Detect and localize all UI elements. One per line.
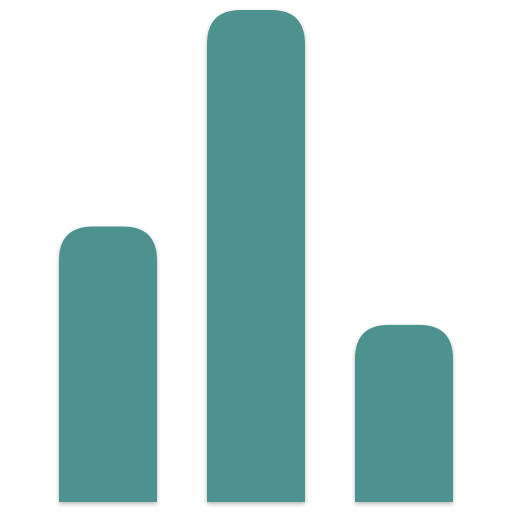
bar-2: [207, 10, 305, 502]
bar-1: [59, 226, 157, 503]
bars-group: [59, 10, 453, 503]
bar-3: [355, 324, 453, 502]
